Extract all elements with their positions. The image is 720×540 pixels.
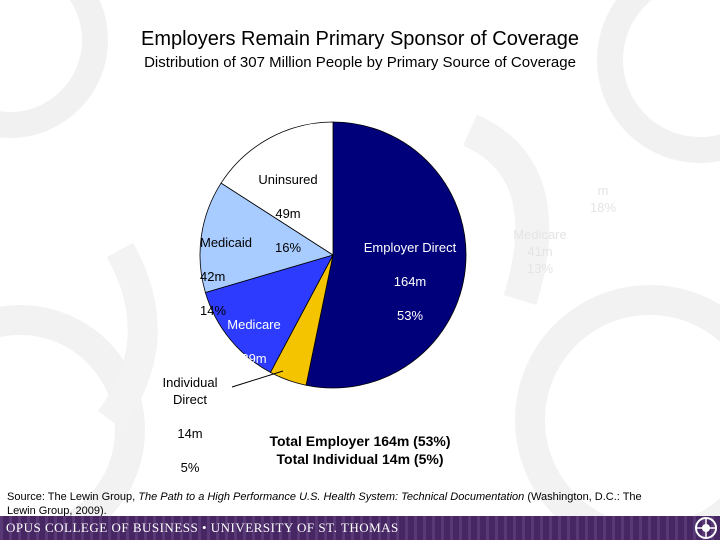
chart-subtitle: Distribution of 307 Million People by Pr… <box>144 54 576 71</box>
slice-label-individual-direct: Individual Direct 14m 5% <box>162 375 218 475</box>
totals-summary: Total Employer 164m (53%) Total Individu… <box>0 432 720 468</box>
pie-slice-uninsured <box>220 121 334 256</box>
footer-bar: OPUS COLLEGE OF BUSINESS • UNIVERSITY OF… <box>0 516 720 540</box>
faded-medicare-label: Medicare 41m 13% <box>513 227 567 276</box>
leader-line-individual-direct <box>231 370 284 388</box>
slice-label-uninsured: Uninsured 49m 16% <box>258 172 318 255</box>
slice-label-medicaid: Medicaid 42m 14% <box>200 235 253 318</box>
total-employer: Total Employer 164m (53%) <box>269 433 451 449</box>
footer-text: OPUS COLLEGE OF BUSINESS • UNIVERSITY OF… <box>6 520 399 535</box>
faded-partial-label: m 18% <box>589 183 617 215</box>
chart-title: Employers Remain Primary Sponsor of Cove… <box>141 28 579 50</box>
slice-label-employer-direct: Employer Direct 164m 53% <box>363 240 457 323</box>
university-emblem-icon <box>695 517 717 539</box>
total-individual: Total Individual 14m (5%) <box>276 451 444 467</box>
pie-slice-employer-direct <box>305 121 467 389</box>
source-citation: Source: The Lewin Group, The Path to a H… <box>7 491 642 517</box>
pie-slice-medicare <box>204 254 334 373</box>
pie-slice-medicaid <box>199 182 334 293</box>
slice-label-medicare: Medicare 39m 13% <box>227 317 281 400</box>
